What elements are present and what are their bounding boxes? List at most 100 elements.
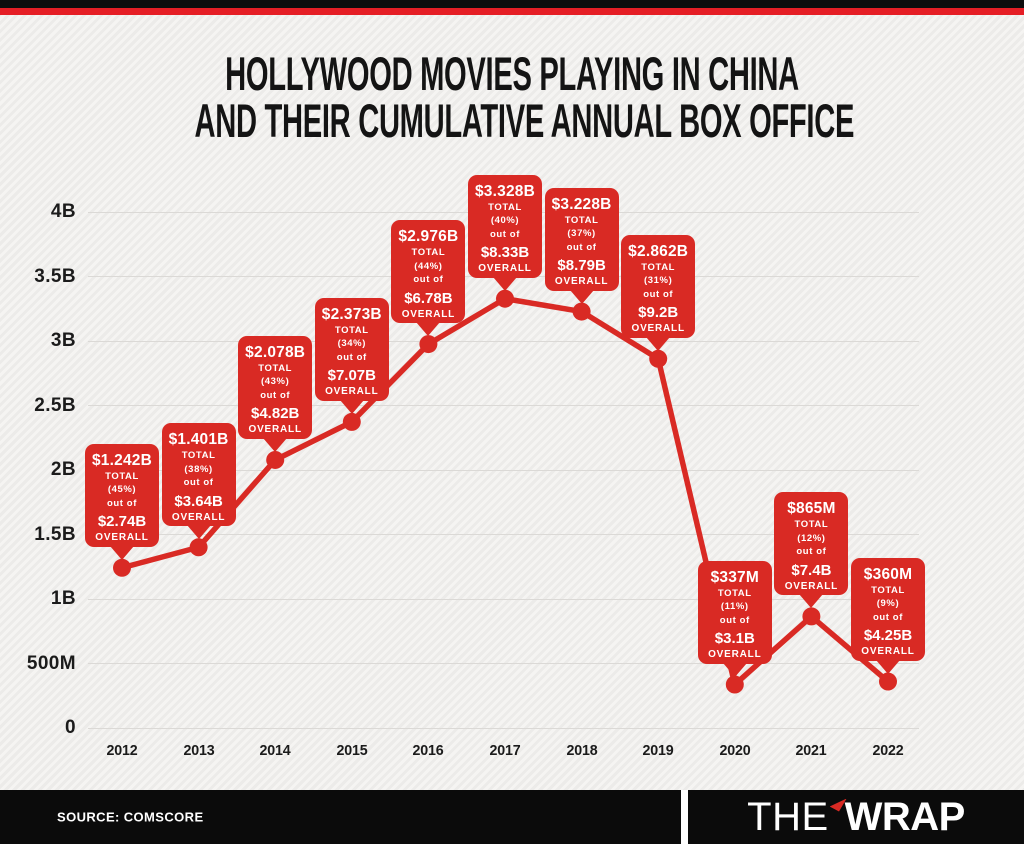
callout-2022: $360M TOTAL (9%) out of $4.25B OVERALL [851,557,925,674]
callout-overall-label: OVERALL [401,308,456,320]
callout-connector: out of [260,389,291,401]
callout-pointer [569,289,594,304]
callout-overall-value: $6.78B [404,289,453,307]
callout-percent: (45%) [107,484,137,496]
callout-2016: $2.976B TOTAL (44%) out of $6.78B OVERALL [391,220,466,337]
callout-2021: $865M TOTAL (12%) out of $7.4B OVERALL [774,492,849,609]
callout-total-value: $360M [863,565,913,583]
callout-percent: (40%) [490,215,520,227]
callout-pointer [339,399,364,414]
callout-overall-value: $2.74B [97,513,147,531]
callout-overall-label: OVERALL [708,649,762,661]
x-axis-label: 2022 [872,742,904,759]
series-line [119,295,891,688]
x-axis-label: 2019 [642,742,674,759]
chart-title: HOLLYWOOD MOVIES PLAYING IN CHINA AND TH… [194,50,855,147]
callout-total-label: TOTAL [258,362,293,374]
callout-total-label: TOTAL [717,587,752,599]
callout-overall-value: $7.4B [791,561,832,579]
callout-connector: out of [107,497,137,509]
callout-overall-label: OVERALL [861,646,915,658]
x-axis-label: 2012 [106,742,138,759]
y-axis-label: 4B [50,201,76,222]
callout-connector: out of [719,614,750,626]
data-point-2012 [113,558,131,577]
gridline [88,727,919,729]
y-axis-label: 1.5B [34,523,76,545]
callout-total-value: $1.242B [91,451,152,469]
y-axis-label: 0 [65,717,76,738]
callout-overall-value: $8.79B [557,257,606,275]
callout-percent: (31%) [644,275,673,287]
callout-total-value: $2.976B [398,228,459,246]
footer: SOURCE: COMSCORE THE WRAP [0,790,1024,844]
data-point-2022 [879,672,897,691]
callout-connector: out of [490,228,520,240]
callout-overall-value: $4.82B [251,405,300,423]
callout-total-value: $865M [787,500,836,518]
y-axis-label: 1B [50,588,76,609]
callout-pointer [646,336,671,351]
callout-total-label: TOTAL [641,261,676,273]
data-point-2021 [802,607,821,626]
callout-total-label: TOTAL [334,324,369,336]
gridline [88,534,919,535]
gridline [88,663,919,664]
callout-percent: (12%) [797,532,826,544]
x-axis-label: 2020 [719,742,751,759]
callout-connector: out of [566,241,597,253]
chart-title-line2: AND THEIR CUMULATIVE ANNUAL BOX OFFICE [194,94,855,147]
x-axis-label: 2017 [489,742,521,759]
callout-overall-label: OVERALL [631,323,685,335]
callout-percent: (9%) [876,598,900,610]
callout-pointer [416,322,441,337]
callout-overall-label: OVERALL [95,532,149,544]
data-point-2017 [496,289,514,308]
data-point-2020 [725,675,744,694]
x-axis-label: 2014 [259,742,291,759]
data-point-2018 [572,302,591,321]
callout-total-label: TOTAL [105,470,139,482]
data-point-2014 [266,450,285,469]
callout-overall-label: OVERALL [784,580,839,592]
callout-total-value: $2.862B [628,242,689,260]
callout-overall-value: $4.25B [863,627,913,645]
callout-total-value: $1.401B [168,431,229,449]
callout-pointer [493,276,517,291]
callout-overall-label: OVERALL [554,276,609,288]
y-axis-label: 3.5B [34,265,76,287]
callout-connector: out of [796,546,827,558]
callout-connector: out of [643,288,674,300]
data-point-2015 [342,412,361,431]
gridline [88,469,919,471]
callout-2015: $2.373B TOTAL (34%) out of $7.07B OVERALL [314,297,389,414]
callout-pointer [722,662,747,677]
callout-2019: $2.862B TOTAL (31%) out of $9.2B OVERALL [621,234,696,351]
callout-overall-label: OVERALL [171,511,226,523]
x-axis-label: 2018 [566,742,598,759]
callout-2020: $337M TOTAL (11%) out of $3.1B OVERALL [697,560,772,677]
callout-connector: out of [873,611,903,623]
data-point-2016 [419,335,438,354]
callout-percent: (34%) [337,338,366,350]
callout-total-value: $337M [710,568,759,586]
callout-connector: out of [413,274,444,286]
callout-percent: (44%) [414,260,443,272]
x-axis-label: 2021 [795,742,827,759]
gridline [88,340,919,342]
callout-connector: out of [336,351,367,363]
gridline [88,598,919,600]
y-axis-label: 3B [50,330,76,351]
callout-total-label: TOTAL [488,201,522,213]
callout-total-value: $2.373B [321,305,382,323]
callout-overall-label: OVERALL [478,263,532,275]
callout-total-value: $3.328B [474,182,535,200]
callout-total-label: TOTAL [794,519,829,531]
x-axis-label: 2013 [183,742,215,759]
callout-percent: (43%) [261,376,290,388]
callout-pointer [799,594,824,609]
x-axis-label: 2015 [336,742,368,759]
callout-total-value: $3.228B [551,195,612,213]
